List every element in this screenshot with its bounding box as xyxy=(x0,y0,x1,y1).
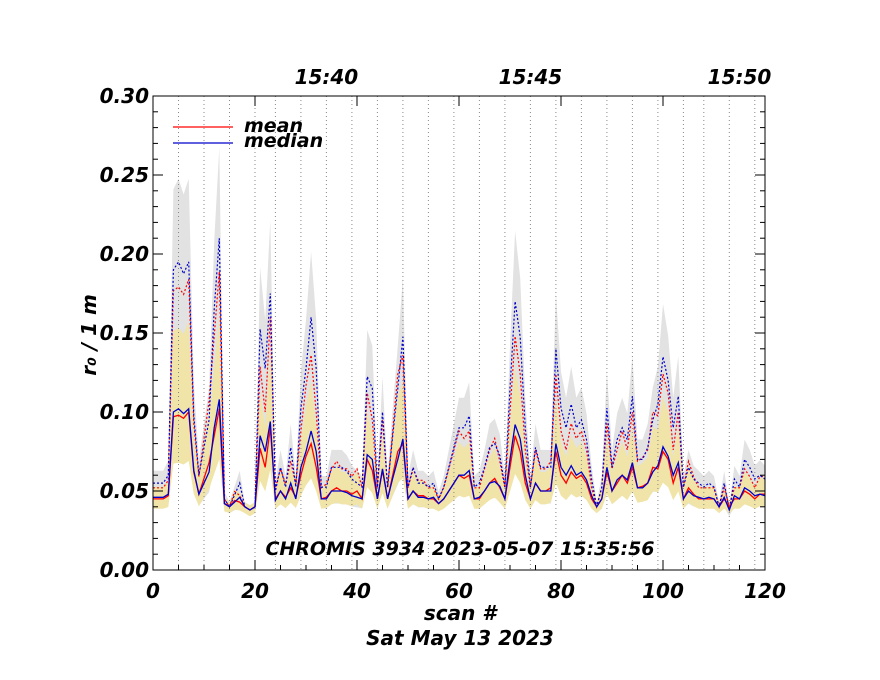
y-tick-label: 0.30 xyxy=(100,84,149,108)
time-marker-lines xyxy=(178,96,756,570)
y-axis-label: r₀ / 1 m xyxy=(77,294,101,376)
mean-upper-dotted-line xyxy=(153,271,765,511)
y-tick-label: 0.10 xyxy=(100,400,149,424)
spread-bands xyxy=(153,147,765,517)
y-tick-label: 0.05 xyxy=(100,479,149,503)
top-time-tick-label: 15:50 xyxy=(708,65,772,89)
x-tick-label: 40 xyxy=(342,579,371,603)
x-tick-label: 60 xyxy=(445,579,473,603)
top-time-tick-label: 15:45 xyxy=(499,65,563,89)
series-lines xyxy=(153,399,766,512)
x-tick-label: 80 xyxy=(547,579,575,603)
x-axis-date-label: Sat May 13 2023 xyxy=(366,626,554,650)
x-tick-label: 0 xyxy=(146,579,160,603)
y-tick-label: 0.00 xyxy=(100,558,149,582)
x-tick-label: 120 xyxy=(744,579,786,603)
legend: mean median xyxy=(173,115,323,152)
x-tick-label: 100 xyxy=(642,579,684,603)
x-tick-label: 20 xyxy=(241,579,269,603)
top-time-tick-label: 15:40 xyxy=(295,65,359,89)
axis-ticks xyxy=(152,95,766,571)
tick-labels: 0 20 40 60 80 100 120 0.00 0.05 0.10 0.15 0.20 0.25 0… xyxy=(100,65,786,603)
median-series-line xyxy=(153,399,766,512)
mean-spread-band xyxy=(153,315,765,517)
legend-median-label: median xyxy=(244,130,323,152)
legend-mean-label: mean xyxy=(244,115,303,137)
y-tick-label: 0.20 xyxy=(100,242,149,266)
y-tick-label: 0.15 xyxy=(100,321,149,345)
x-axis-label: scan # xyxy=(424,601,498,625)
y-tick-label: 0.25 xyxy=(100,163,149,187)
chart-title: CHROMIS 3934 2023-05-07 15:35:56 xyxy=(265,538,654,560)
